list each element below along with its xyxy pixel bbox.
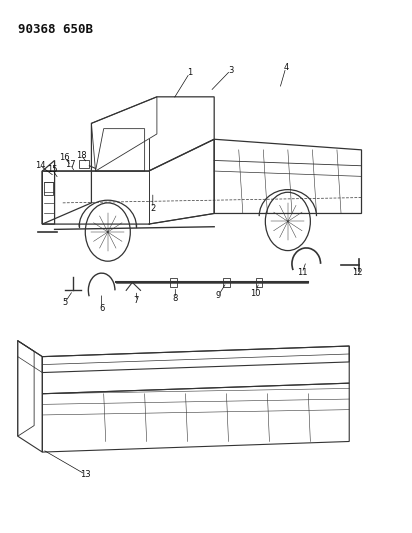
Bar [223,278,230,287]
Text: 2: 2 [150,204,155,213]
Text: 16: 16 [59,153,70,162]
Bar [44,182,53,195]
Text: 15: 15 [47,166,58,174]
Bar [79,160,89,168]
Text: 3: 3 [228,66,233,75]
Text: 90368 650B: 90368 650B [18,22,93,36]
Text: 4: 4 [283,63,288,72]
Bar [170,278,176,287]
Text: 13: 13 [80,470,91,479]
Text: 9: 9 [215,291,221,300]
Text: 11: 11 [297,268,307,277]
Text: 17: 17 [65,160,75,168]
Text: 12: 12 [352,268,363,277]
Text: 7: 7 [134,296,139,305]
Text: 5: 5 [62,298,68,307]
Text: 1: 1 [187,68,192,77]
Text: 10: 10 [250,288,260,297]
Text: 18: 18 [76,151,87,160]
Text: 6: 6 [99,304,104,313]
Text: 14: 14 [35,161,45,170]
Bar [256,278,262,287]
Text: 8: 8 [173,294,178,303]
